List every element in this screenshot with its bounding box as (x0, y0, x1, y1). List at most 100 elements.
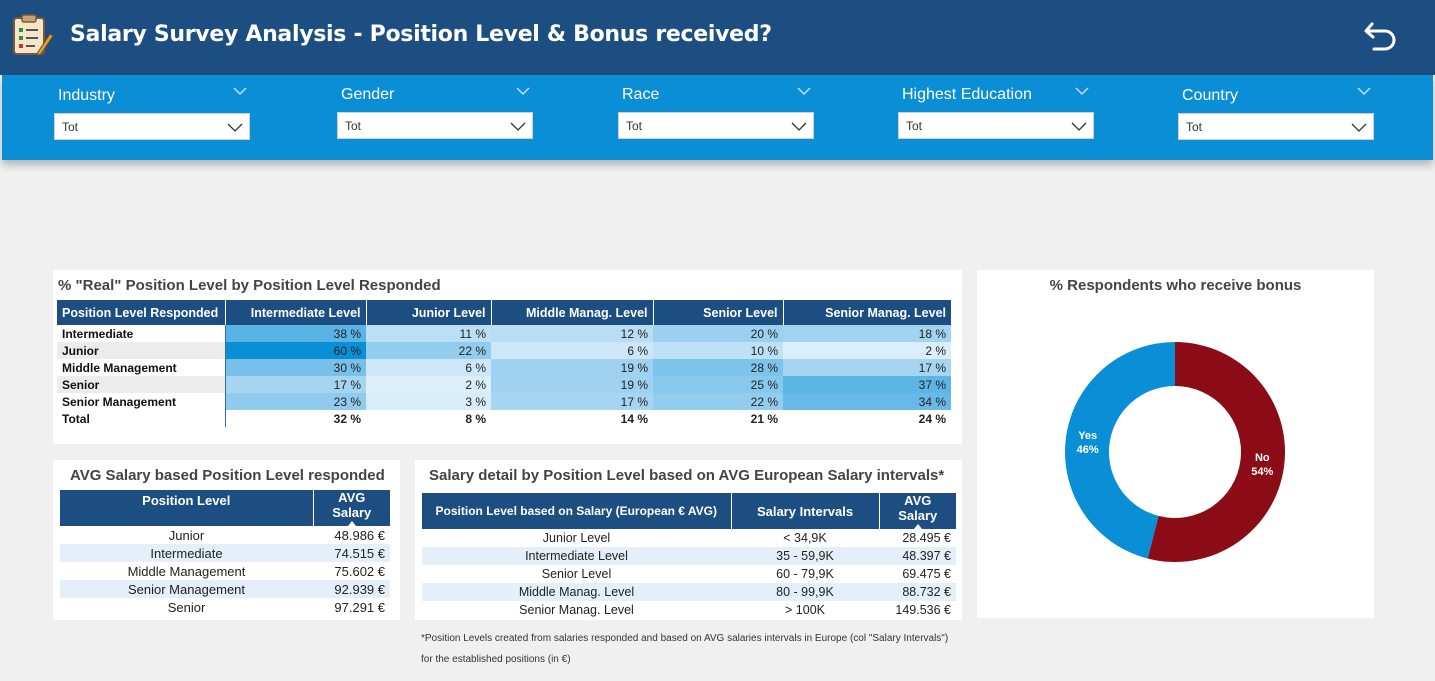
position-matrix-panel: % "Real" Position Level by Position Leve… (53, 270, 962, 444)
filter-race: Race Tot (618, 75, 822, 160)
table-row[interactable]: Intermediate 38 % 11 % 12 % 20 % 18 % (57, 325, 951, 342)
matrix-cell: 12 % (491, 325, 653, 342)
position-level-cell: Junior (168, 527, 205, 543)
position-matrix-table: Position Level Responded Intermediate Le… (57, 300, 951, 427)
total-cell: 24 % (918, 411, 946, 426)
table-row[interactable]: Intermediate Level 35 - 59,9K 48.397 € (422, 547, 956, 565)
chevron-down-icon[interactable] (1074, 85, 1090, 97)
filter-highest-education: Highest Education Tot (898, 75, 1102, 160)
matrix-cell: 22 % (653, 393, 783, 410)
salary-detail-panel: Salary detail by Position Level based on… (415, 460, 962, 620)
highest-education-dropdown[interactable]: Tot (898, 112, 1094, 139)
position-level-cell: Intermediate Level (422, 547, 731, 565)
table-row[interactable]: Middle Management 30 % 6 % 19 % 28 % 17 % (57, 359, 951, 376)
filter-label: Industry (58, 87, 115, 104)
position-level-cell: Middle Manag. Level (422, 583, 731, 601)
chart-title: % Respondents who receive bonus (1049, 277, 1302, 294)
salary-detail-title: Salary detail by Position Level based on… (429, 467, 945, 484)
donut-data-label: 46% (1077, 444, 1099, 456)
matrix-header-row: Position Level Responded Intermediate Le… (57, 300, 951, 325)
salary-interval-cell: 35 - 59,9K (731, 547, 879, 565)
salary-detail-table: Position Level based on Salary (European… (422, 493, 956, 619)
avg-salary-table: Position Level AVG Salary Junior 48.986 €… (60, 490, 390, 616)
chevron-down-icon[interactable] (796, 85, 812, 97)
total-cell: 14 % (620, 411, 648, 426)
chevron-down-icon[interactable] (232, 85, 248, 97)
column-header[interactable]: Position Level (60, 490, 314, 526)
column-header-sorted[interactable]: AVG Salary (313, 490, 390, 526)
table-row[interactable]: Middle Management 75.602 € (60, 562, 390, 580)
table-row[interactable]: Intermediate 74.515 € (60, 544, 390, 562)
column-header[interactable]: Position Level based on Salary (European… (422, 493, 732, 529)
avg-salary-cell: 28.495 € (902, 531, 951, 545)
matrix-cell: 10 % (653, 342, 783, 359)
column-header[interactable]: Middle Manag. Level (491, 300, 654, 325)
table-row[interactable]: Senior 17 % 2 % 19 % 25 % 37 % (57, 376, 951, 393)
undo-arrow-icon[interactable] (1360, 14, 1402, 56)
filter-country: Country Tot (1178, 75, 1382, 160)
position-level-cell: Junior Level (542, 531, 611, 545)
table-row[interactable]: Junior 60 % 22 % 6 % 10 % 2 % (57, 342, 951, 359)
matrix-cell: 23 % (225, 393, 366, 410)
matrix-cell: 6 % (366, 359, 491, 376)
chevron-down-icon[interactable] (1356, 85, 1372, 97)
column-header[interactable]: Junior Level (366, 300, 492, 325)
total-cell: 21 % (750, 411, 778, 426)
filter-bar: Industry Tot Gender Tot Race Tot Highest… (2, 75, 1433, 160)
filter-gender: Gender Tot (337, 75, 541, 160)
matrix-cell: 18 % (783, 325, 951, 342)
donut-data-label: 54% (1251, 466, 1273, 478)
column-header[interactable]: Position Level Responded (57, 300, 226, 325)
position-level-cell: Intermediate (60, 544, 313, 562)
matrix-cell: 37 % (783, 376, 951, 393)
donut-slice-yes[interactable] (1065, 342, 1175, 559)
column-header[interactable]: Senior Level (653, 300, 784, 325)
filter-label: Highest Education (902, 86, 1032, 103)
filter-label: Gender (341, 86, 395, 103)
position-level-cell: Senior Manag. Level (519, 603, 634, 617)
matrix-cell: 2 % (783, 342, 951, 359)
column-header-sorted[interactable]: AVG Salary (879, 493, 956, 529)
table-row[interactable]: Senior Level 60 - 79,9K 69.475 € (422, 565, 956, 583)
table-row[interactable]: Junior 48.986 € (60, 526, 390, 544)
table-row[interactable]: Middle Manag. Level 80 - 99,9K 88.732 € (422, 583, 956, 601)
donut-slice-no[interactable] (1147, 342, 1285, 562)
gender-dropdown[interactable]: Tot (337, 112, 533, 139)
avg-salary-cell: 48.397 € (879, 547, 956, 565)
country-dropdown[interactable]: Tot (1178, 113, 1374, 140)
chevron-down-icon[interactable] (515, 85, 531, 97)
avg-salary-cell: 97.291 € (334, 599, 385, 615)
chevron-down-icon (1071, 122, 1087, 131)
chevron-down-icon (791, 122, 807, 131)
total-row: Total 32 % 8 % 14 % 21 % 24 % (57, 410, 951, 427)
dropdown-value: Tot (62, 120, 79, 134)
avg-salary-panel: AVG Salary based Position Level responde… (53, 460, 400, 620)
row-label: Middle Management (57, 359, 226, 376)
total-cell: 8 % (465, 411, 486, 426)
page-title: Salary Survey Analysis - Position Level … (70, 22, 772, 47)
chevron-down-icon (1351, 123, 1367, 132)
clipboard-pencil-icon (13, 14, 54, 57)
matrix-cell: 17 % (783, 359, 951, 376)
table-row[interactable]: Senior Manag. Level > 100K 149.536 € (422, 601, 956, 619)
table-row[interactable]: Senior Management 92.939 € (60, 580, 390, 598)
industry-dropdown[interactable]: Tot (54, 113, 250, 140)
matrix-cell: 17 % (491, 393, 653, 410)
chevron-down-icon (227, 123, 243, 132)
table-row[interactable]: Senior 97.291 € (60, 598, 390, 616)
matrix-cell: 6 % (491, 342, 653, 359)
matrix-cell: 38 % (225, 325, 366, 342)
race-dropdown[interactable]: Tot (618, 112, 814, 139)
avg-salary-title: AVG Salary based Position Level responde… (70, 467, 385, 484)
column-header[interactable]: Intermediate Level (225, 300, 367, 325)
table-row[interactable]: Senior Management 23 % 3 % 17 % 22 % 34 % (57, 393, 951, 410)
column-header[interactable]: Salary Intervals (731, 493, 880, 529)
donut-data-label: Yes (1078, 430, 1097, 442)
matrix-cell: 11 % (366, 325, 491, 342)
dropdown-value: Tot (906, 119, 923, 133)
matrix-cell: 60 % (225, 342, 366, 359)
avg-salary-cell: 75.602 € (334, 563, 385, 579)
matrix-cell: 3 % (366, 393, 491, 410)
table-row[interactable]: Junior Level < 34,9K 28.495 € (422, 529, 956, 547)
column-header[interactable]: Senior Manag. Level (783, 300, 951, 325)
